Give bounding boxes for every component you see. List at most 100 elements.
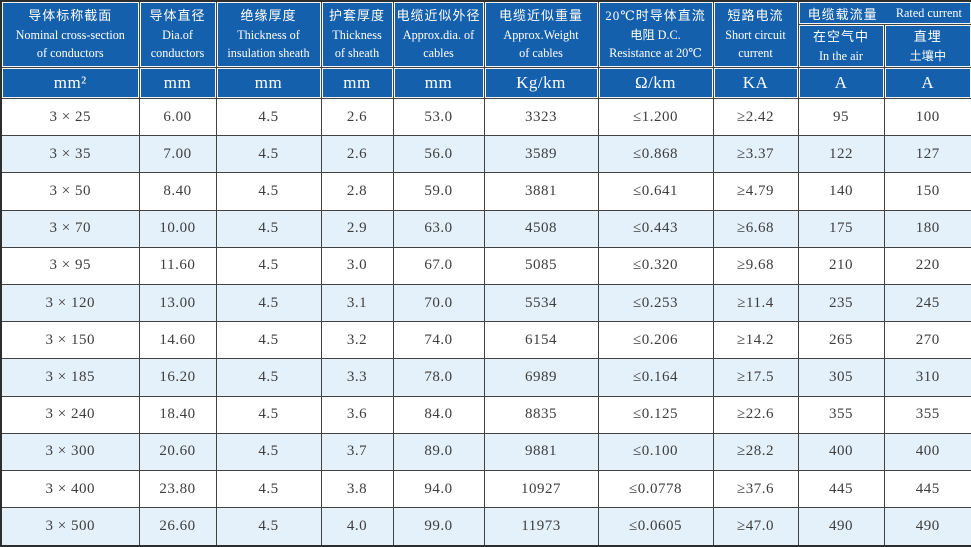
cell: 78.0 bbox=[392, 358, 485, 397]
cell: ≥17.5 bbox=[712, 358, 799, 397]
cell: 3.7 bbox=[320, 432, 394, 472]
cell: 127 bbox=[883, 135, 971, 174]
cell: 18.40 bbox=[138, 395, 217, 434]
cell: 220 bbox=[883, 246, 971, 286]
cell: 89.0 bbox=[392, 432, 485, 472]
cell: ≥22.6 bbox=[712, 395, 799, 434]
unit-cell-0: mm² bbox=[0, 67, 140, 99]
cell: 3881 bbox=[483, 172, 599, 211]
cell: 11973 bbox=[483, 507, 599, 547]
cell: 175 bbox=[797, 209, 885, 248]
cell: 10.00 bbox=[138, 209, 217, 248]
table-row: 3 × 50 8.40 4.5 2.8 59.0 3881 ≤0.641 ≥4.79 140 15… bbox=[0, 172, 971, 211]
cell: 8.40 bbox=[138, 172, 217, 211]
cell: 74.0 bbox=[392, 321, 485, 360]
cell: 3 × 150 bbox=[0, 321, 140, 360]
cell: 2.8 bbox=[320, 172, 394, 211]
table-row: 3 × 300 20.60 4.5 3.7 89.0 9881 ≤0.100 ≥28.2 400… bbox=[0, 432, 971, 472]
cell: 3.8 bbox=[320, 470, 394, 509]
cell: 4.5 bbox=[215, 470, 322, 509]
cell: 100 bbox=[883, 97, 971, 137]
cell: 3323 bbox=[483, 97, 599, 137]
cell: 3.1 bbox=[320, 284, 394, 323]
cell: 99.0 bbox=[392, 507, 485, 547]
table-row: 3 × 500 26.60 4.5 4.0 99.0 11973 ≤0.0605 ≥47.0 4… bbox=[0, 507, 971, 547]
cell: ≤0.164 bbox=[597, 358, 714, 397]
header-cell-sheath-thickness: 护套厚度 Thickness of sheath bbox=[320, 0, 394, 68]
cell: 4.5 bbox=[215, 172, 322, 211]
unit-cell-4: mm bbox=[392, 67, 485, 99]
table-row: 3 × 35 7.00 4.5 2.6 56.0 3589 ≤0.868 ≥3.37 122 12… bbox=[0, 135, 971, 174]
cell: ≥28.2 bbox=[712, 432, 799, 472]
unit-cell-5: Kg/km bbox=[483, 67, 599, 99]
cell: 4.5 bbox=[215, 432, 322, 472]
cell: 4.5 bbox=[215, 358, 322, 397]
cell: 59.0 bbox=[392, 172, 485, 211]
table-row: 3 × 120 13.00 4.5 3.1 70.0 5534 ≤0.253 ≥11.4 235… bbox=[0, 284, 971, 323]
unit-cell-2: mm bbox=[215, 67, 322, 99]
cell: 11.60 bbox=[138, 246, 217, 286]
cell: 26.60 bbox=[138, 507, 217, 547]
cell: 23.80 bbox=[138, 470, 217, 509]
cell: ≥9.68 bbox=[712, 246, 799, 286]
cell: 84.0 bbox=[392, 395, 485, 434]
cell: 445 bbox=[883, 470, 971, 509]
cell: 10927 bbox=[483, 470, 599, 509]
cell: 5534 bbox=[483, 284, 599, 323]
cell: 4.5 bbox=[215, 209, 322, 248]
cell: 355 bbox=[883, 395, 971, 434]
cell: 4.5 bbox=[215, 97, 322, 137]
cell: 3 × 120 bbox=[0, 284, 140, 323]
cell: ≥3.37 bbox=[712, 135, 799, 174]
unit-cell-8: A bbox=[797, 67, 885, 99]
unit-cell-1: mm bbox=[138, 67, 217, 99]
cell: 2.6 bbox=[320, 135, 394, 174]
ampacity-group-label-zh: 电缆载流量 bbox=[807, 6, 878, 22]
cell: 150 bbox=[883, 172, 971, 211]
cell: 9881 bbox=[483, 432, 599, 472]
cell: 310 bbox=[883, 358, 971, 397]
cell: ≥2.42 bbox=[712, 97, 799, 137]
header-subcell-ampacity-in-air: 在空气中 In the air bbox=[797, 24, 885, 68]
table-row: 3 × 400 23.80 4.5 3.8 94.0 10927 ≤0.0778 ≥37.6 4… bbox=[0, 470, 971, 509]
cell: ≥6.68 bbox=[712, 209, 799, 248]
unit-cell-7: KA bbox=[712, 67, 799, 99]
cell: ≥11.4 bbox=[712, 284, 799, 323]
cell: 445 bbox=[797, 470, 885, 509]
cell: ≥4.79 bbox=[712, 172, 799, 211]
cell: 3.0 bbox=[320, 246, 394, 286]
cell: 3.2 bbox=[320, 321, 394, 360]
cell: 4.5 bbox=[215, 135, 322, 174]
cell: 4.0 bbox=[320, 507, 394, 547]
cell: ≤1.200 bbox=[597, 97, 714, 137]
header-cell-conductor-diameter: 导体直径 Dia.of conductors bbox=[138, 0, 217, 68]
cell: 4.5 bbox=[215, 284, 322, 323]
units-row: mm² mm mm mm mm Kg/km Ω/km KA A A bbox=[0, 67, 971, 99]
unit-cell-6: Ω/km bbox=[597, 67, 714, 99]
cell: 4.5 bbox=[215, 507, 322, 547]
cell: 13.00 bbox=[138, 284, 217, 323]
cell: 94.0 bbox=[392, 470, 485, 509]
header-cell-short-circuit-current: 短路电流 Short circuit current bbox=[712, 0, 799, 68]
cell: ≤0.253 bbox=[597, 284, 714, 323]
cell: 6154 bbox=[483, 321, 599, 360]
header-cell-nominal-cross-section: 导体标称截面 Nominal cross-section of conductors bbox=[0, 0, 140, 68]
table-row: 3 × 95 11.60 4.5 3.0 67.0 5085 ≤0.320 ≥9.68 210 2… bbox=[0, 246, 971, 286]
cell: 3 × 240 bbox=[0, 395, 140, 434]
cell: ≤0.206 bbox=[597, 321, 714, 360]
cell: 6989 bbox=[483, 358, 599, 397]
cell: 2.9 bbox=[320, 209, 394, 248]
cell: 6.00 bbox=[138, 97, 217, 137]
cell: 490 bbox=[883, 507, 971, 547]
header-cell-approx-diameter: 电缆近似外径 Approx.dia. of cables bbox=[392, 0, 485, 68]
unit-cell-3: mm bbox=[320, 67, 394, 99]
table-row: 3 × 150 14.60 4.5 3.2 74.0 6154 ≤0.206 ≥14.2 265… bbox=[0, 321, 971, 360]
cell: 235 bbox=[797, 284, 885, 323]
cell: 56.0 bbox=[392, 135, 485, 174]
cell: 3 × 300 bbox=[0, 432, 140, 472]
cell: ≤0.125 bbox=[597, 395, 714, 434]
cell: ≤0.443 bbox=[597, 209, 714, 248]
cell: 3.3 bbox=[320, 358, 394, 397]
cell: ≥47.0 bbox=[712, 507, 799, 547]
cell: 2.6 bbox=[320, 97, 394, 137]
